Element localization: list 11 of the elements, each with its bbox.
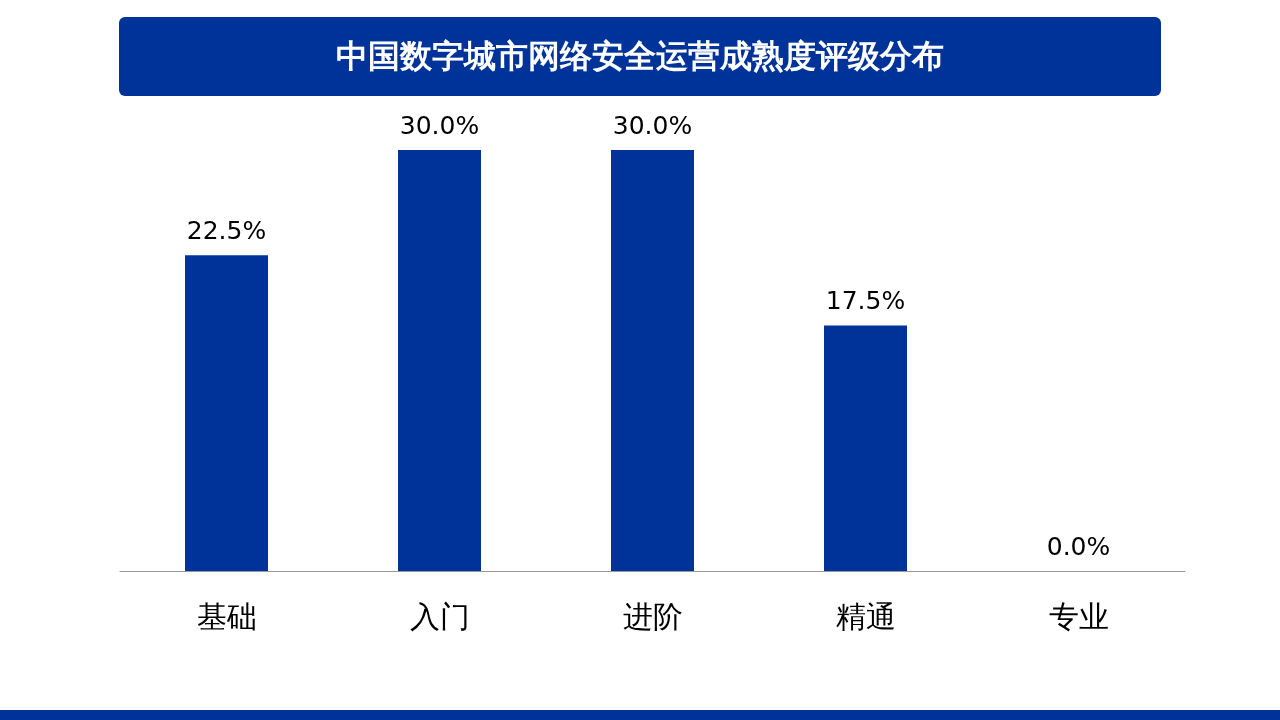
- x-tick-label: 精通: [835, 598, 896, 634]
- x-tick-label: 专业: [1048, 598, 1109, 634]
- x-tick-label: 基础: [196, 598, 257, 634]
- data-label: 22.5%: [186, 216, 267, 246]
- x-tick-label: 进阶: [622, 598, 683, 634]
- chart-title: 中国数字城市网络安全运营成熟度评级分布: [119, 17, 1161, 96]
- data-label: 17.5%: [825, 286, 906, 316]
- x-tick-label: 入门: [409, 598, 470, 634]
- data-label: 30.0%: [612, 111, 693, 140]
- data-label: 30.0%: [399, 111, 480, 140]
- data-label: 0.0%: [1046, 532, 1111, 561]
